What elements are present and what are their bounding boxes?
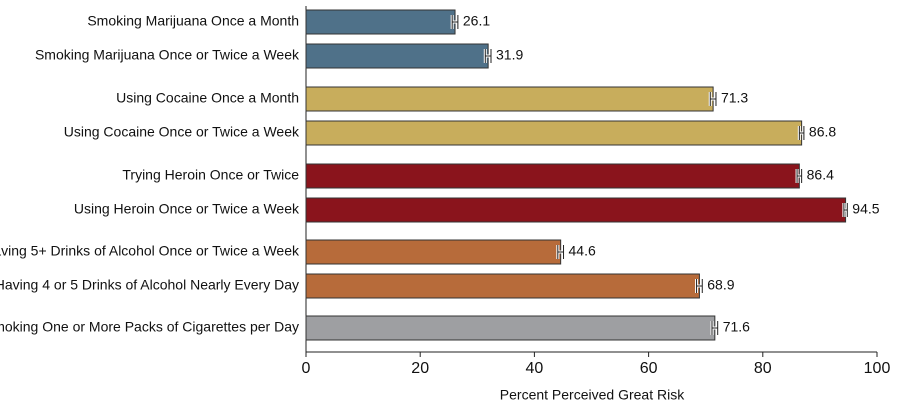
value-label: 68.9 — [707, 277, 734, 293]
y-tick-label: Using Heroin Once or Twice a Week — [74, 201, 300, 217]
error-bar-core — [796, 169, 803, 183]
error-bar-core — [711, 321, 719, 335]
y-tick-label: Using Cocaine Once a Month — [116, 90, 299, 106]
value-label: 86.4 — [807, 167, 834, 183]
value-label: 71.3 — [721, 90, 748, 106]
error-bar-core — [798, 126, 805, 140]
value-label: 71.6 — [723, 319, 750, 335]
y-tick-label: Smoking Marijuana Once a Month — [87, 13, 299, 29]
x-tick-label: 60 — [640, 360, 658, 377]
error-bar-core — [484, 49, 492, 63]
bar — [305, 273, 700, 299]
y-tick-label: Having 5+ Drinks of Alcohol Once or Twic… — [0, 243, 300, 259]
bar — [305, 239, 562, 265]
x-tick-label: 0 — [302, 360, 311, 377]
bar — [305, 163, 800, 189]
y-tick-label: Having 4 or 5 Drinks of Alcohol Nearly E… — [0, 277, 299, 293]
bar — [305, 197, 847, 223]
x-tick-label: 100 — [864, 360, 891, 377]
error-bar-core — [843, 203, 848, 217]
x-tick-label: 40 — [526, 360, 544, 377]
bar — [305, 86, 714, 112]
bar — [305, 9, 456, 35]
value-label: 44.6 — [569, 243, 596, 259]
y-tick-label: Trying Heroin Once or Twice — [122, 167, 299, 183]
bar — [305, 43, 489, 69]
value-label: 86.8 — [809, 124, 836, 140]
x-tick-label: 20 — [411, 360, 429, 377]
y-tick-label: Smoking Marijuana Once or Twice a Week — [35, 47, 300, 63]
error-bar-core — [557, 245, 565, 259]
value-label: 94.5 — [852, 201, 879, 217]
y-tick-label: Using Cocaine Once or Twice a Week — [64, 124, 300, 140]
bar — [305, 315, 716, 341]
y-tick-label: Smoking One or More Packs of Cigarettes … — [0, 319, 299, 335]
error-bar-core — [696, 279, 703, 293]
error-bar-core — [709, 92, 717, 106]
x-tick-label: 80 — [754, 360, 772, 377]
bar — [305, 120, 803, 146]
x-axis-label: Percent Perceived Great Risk — [500, 387, 685, 403]
error-bar-core — [451, 15, 459, 29]
value-label: 26.1 — [463, 13, 490, 29]
value-label: 31.9 — [496, 47, 523, 63]
